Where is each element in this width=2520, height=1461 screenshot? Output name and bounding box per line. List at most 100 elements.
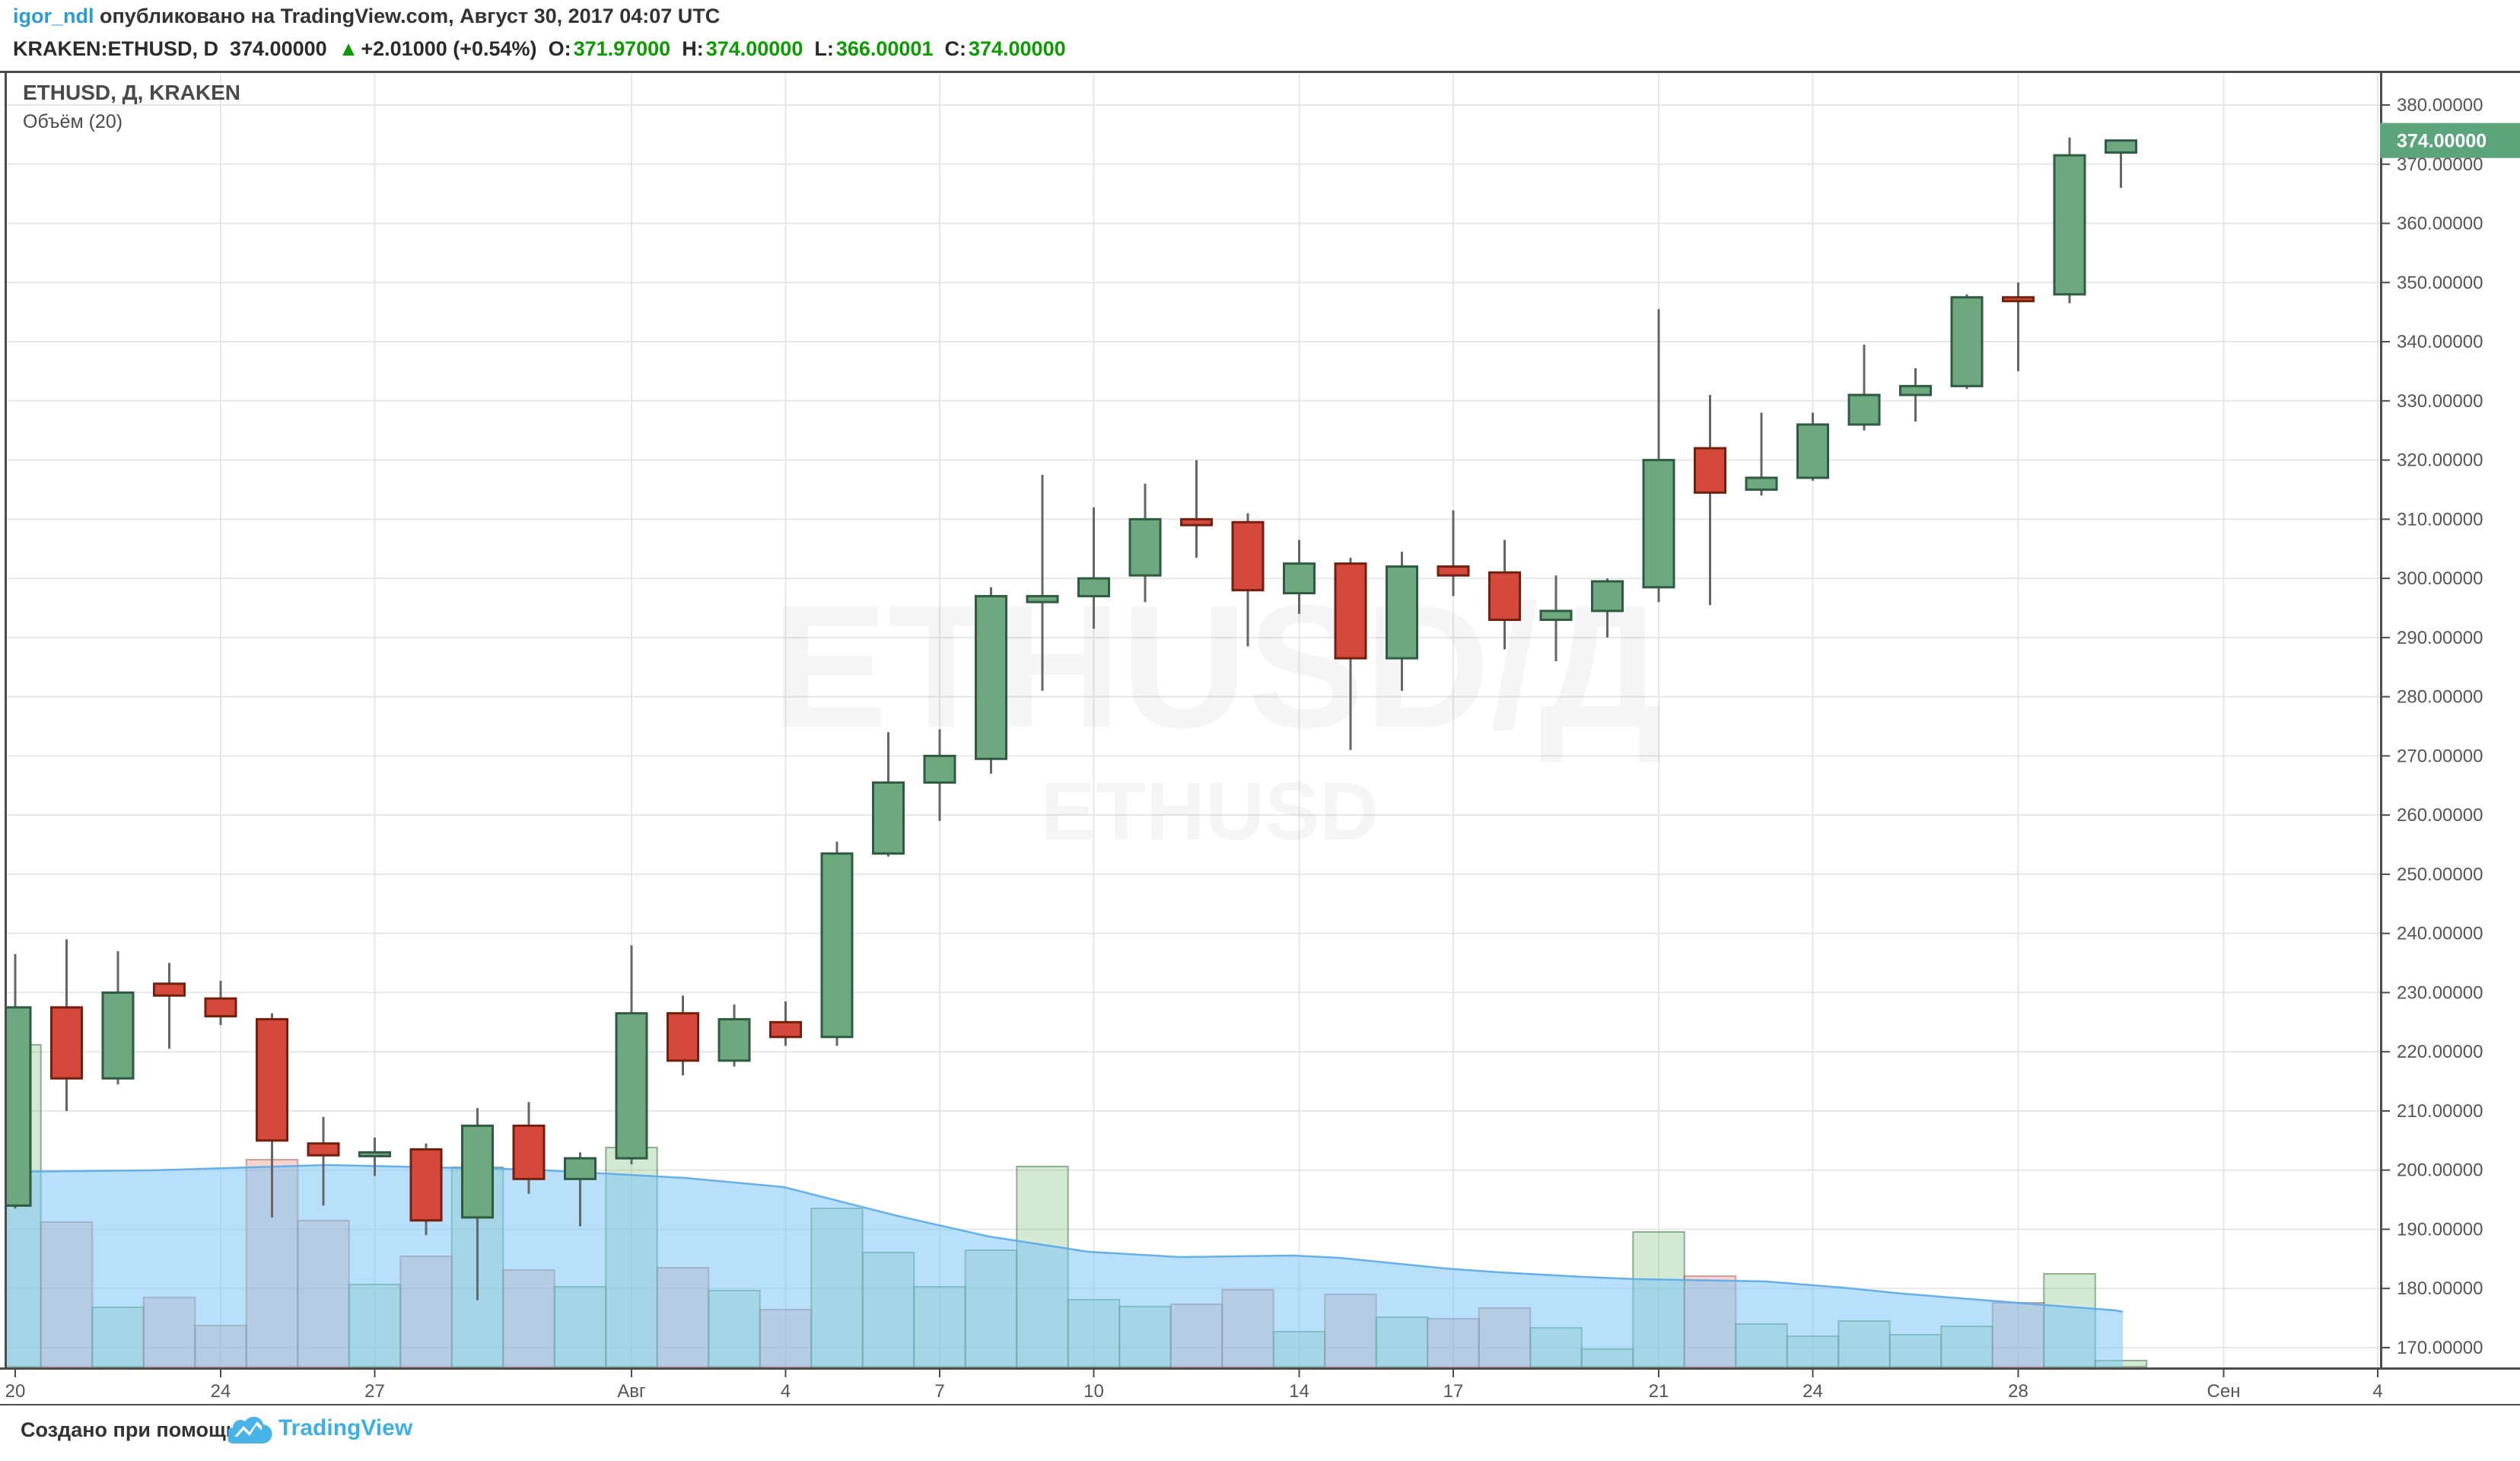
price-axis-label: 170.00000	[2397, 1338, 2483, 1358]
last-price-badge: 374.00000	[2380, 123, 2520, 158]
price-axis-label: 220.00000	[2397, 1042, 2483, 1062]
price-axis-label: 300.00000	[2397, 568, 2483, 589]
ohlc-segment: ▲	[338, 37, 359, 60]
price-axis-label: 350.00000	[2397, 272, 2483, 293]
price-axis-label: 380.00000	[2397, 95, 2483, 116]
legend-symbol-title[interactable]: ETHUSD, Д, KRAKEN	[23, 81, 240, 104]
candle-up	[1796, 423, 1829, 479]
candle-up	[820, 852, 854, 1039]
price-axis-label: 340.00000	[2397, 332, 2483, 352]
ohlc-segment: H:	[682, 37, 704, 60]
candle-down	[256, 1017, 288, 1142]
candle-down	[307, 1142, 340, 1157]
candle-up	[358, 1151, 391, 1157]
svg-text:ETHUSD: ETHUSD	[1041, 765, 1379, 857]
candle-up	[461, 1124, 494, 1219]
price-axis-label: 310.00000	[2397, 509, 2483, 530]
created-with-label: Создано при помощи	[21, 1418, 239, 1441]
candle-up	[1128, 517, 1162, 577]
candles	[6, 137, 2137, 1300]
candle-down	[409, 1147, 443, 1222]
candle-down	[1437, 565, 1470, 577]
ohlc-segment: KRAKEN:ETHUSD, D	[13, 37, 218, 60]
time-axis-label: 14	[1289, 1381, 1309, 1402]
candle-up	[2105, 139, 2137, 154]
ohlc-segment: O:	[548, 37, 571, 60]
candle-up	[1642, 459, 1675, 589]
price-axis[interactable]: 170.00000 180.00000 190.00000 200.00000 210.…	[2380, 95, 2483, 1358]
candle-up	[1899, 384, 1932, 396]
candle-down	[769, 1020, 802, 1039]
candle-up	[1745, 476, 1778, 491]
price-axis-label: 330.00000	[2397, 391, 2483, 412]
candle-up	[872, 781, 905, 855]
svg-text:ETHUSD/Д: ETHUSD/Д	[771, 568, 1663, 764]
time-axis-label: 27	[364, 1381, 385, 1402]
price-axis-label: 290.00000	[2397, 628, 2483, 648]
candle-up	[1026, 594, 1059, 603]
price-axis-label: 270.00000	[2397, 746, 2483, 766]
ohlc-segment: +2.01000 (+0.54%)	[361, 37, 537, 60]
candle-down	[50, 1006, 83, 1080]
price-axis-label: 200.00000	[2397, 1160, 2483, 1181]
price-axis-label: 260.00000	[2397, 805, 2483, 826]
time-axis-label: 21	[1649, 1381, 1669, 1402]
candle-up	[1077, 577, 1110, 597]
candle-down	[1231, 520, 1265, 592]
candle-up	[2053, 154, 2086, 296]
tradingview-logo-icon[interactable]	[225, 1411, 272, 1448]
candle-up	[6, 1006, 32, 1207]
price-axis-label: 320.00000	[2397, 450, 2483, 471]
candle-down	[1694, 447, 1726, 494]
price-axis-label: 180.00000	[2397, 1278, 2483, 1299]
candle-up	[1950, 296, 1984, 387]
ohlc-segment: C:	[944, 37, 966, 60]
candle-up	[923, 754, 956, 784]
price-axis-label: 360.00000	[2397, 214, 2483, 234]
symbol-ohlc-line: KRAKEN:ETHUSD, D 374.00000 ▲ +2.01000 (+0.5…	[13, 37, 1077, 61]
candle-up	[718, 1017, 751, 1062]
price-axis-label: 210.00000	[2397, 1101, 2483, 1122]
price-axis-label: 230.00000	[2397, 982, 2483, 1003]
time-axis-label: 28	[2008, 1381, 2028, 1402]
time-axis-label: 10	[1083, 1381, 1104, 1402]
candle-down	[204, 997, 237, 1018]
price-axis-label: 280.00000	[2397, 687, 2483, 708]
time-axis-label: Сен	[2207, 1381, 2241, 1402]
ohlc-segment: 374.00000	[705, 37, 803, 60]
candle-down	[153, 982, 186, 997]
candle-up	[1283, 562, 1316, 595]
candle-up	[1539, 610, 1573, 622]
last-price-label: 374.00000	[2397, 131, 2487, 152]
volume-ma-area	[6, 1165, 2123, 1367]
candle-down	[1180, 517, 1213, 527]
time-axis-label: 4	[2372, 1381, 2382, 1402]
time-axis-label: 4	[781, 1381, 791, 1402]
candle-up	[975, 594, 1007, 760]
ohlc-segment: 371.97000	[573, 37, 671, 60]
time-axis-label: 7	[934, 1381, 944, 1402]
time-axis[interactable]: 20 24 27 Авг 4 7 10 14 17 21 24 28 Сен 4	[5, 1367, 2383, 1402]
published-text: опубликовано на TradingView.com, Август …	[94, 5, 721, 27]
ohlc-segment: L:	[814, 37, 834, 60]
candle-up	[101, 991, 135, 1080]
gridlines	[6, 74, 2380, 1367]
chart-legend: ETHUSD, Д, KRAKEN Объём (20)	[23, 81, 240, 133]
time-axis-label: 20	[5, 1381, 26, 1402]
author-link[interactable]: igor_ndl	[13, 5, 94, 27]
time-axis-label: 24	[1803, 1381, 1823, 1402]
price-axis-label: 190.00000	[2397, 1219, 2483, 1240]
time-axis-label: Авг	[617, 1381, 646, 1402]
legend-volume-indicator[interactable]: Объём (20)	[23, 111, 123, 132]
tradingview-brand-link[interactable]: TradingView	[278, 1415, 413, 1440]
time-axis-label: 24	[211, 1381, 231, 1402]
price-axis-label: 250.00000	[2397, 864, 2483, 885]
price-axis-label: 240.00000	[2397, 924, 2483, 944]
candle-up	[564, 1157, 597, 1180]
candle-down	[2002, 296, 2035, 303]
ohlc-segment: 374.00000	[968, 37, 1066, 60]
